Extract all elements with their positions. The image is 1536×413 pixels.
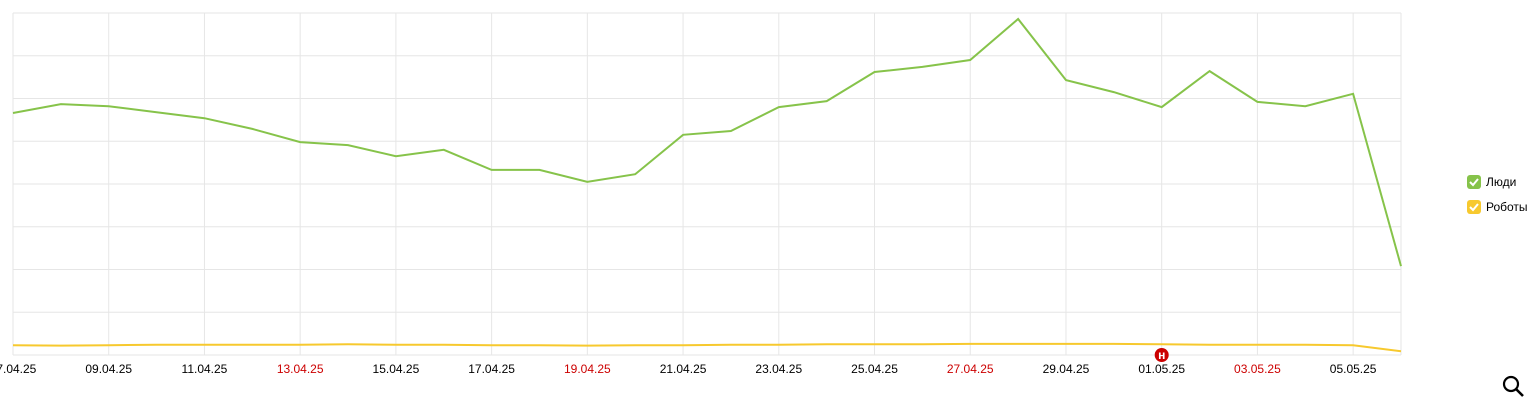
x-tick-label: 13.04.25 [277, 362, 324, 376]
legend-check [1469, 178, 1479, 187]
legend-item[interactable]: Роботы [1467, 200, 1528, 214]
x-tick-label: 17.04.25 [468, 362, 515, 376]
series-line [12, 342, 1402, 353]
x-tick-label: 19.04.25 [564, 362, 611, 376]
x-tick-label: 21.04.25 [660, 362, 707, 376]
x-tick-label: 09.04.25 [85, 362, 132, 376]
search-icon-lens [1502, 375, 1520, 393]
legend-label: Люди [1486, 175, 1516, 189]
legend-checkbox [1467, 200, 1481, 214]
x-tick-label: 29.04.25 [1043, 362, 1090, 376]
x-tick-label: 03.05.25 [1234, 362, 1281, 376]
x-tick-label: 25.04.25 [851, 362, 898, 376]
x-tick-label: 23.04.25 [755, 362, 802, 376]
x-tick-label: 07.04.25 [0, 362, 37, 376]
x-tick-label: 11.04.25 [182, 362, 228, 376]
holiday-marker-label: н [1158, 348, 1165, 362]
legend-item[interactable]: Люди [1467, 175, 1516, 189]
series-line [12, 17, 1402, 267]
x-tick-label: 05.05.25 [1330, 362, 1377, 376]
legend-check [1469, 203, 1479, 212]
x-tick-label: 27.04.25 [947, 362, 994, 376]
x-tick-label: 01.05.25 [1138, 362, 1185, 376]
x-tick-label: 15.04.25 [373, 362, 420, 376]
legend-label: Роботы [1486, 200, 1528, 214]
search-icon[interactable] [1502, 375, 1524, 397]
legend-checkbox [1467, 175, 1481, 189]
holiday-marker [1154, 348, 1169, 362]
search-icon-handle [1515, 388, 1524, 397]
